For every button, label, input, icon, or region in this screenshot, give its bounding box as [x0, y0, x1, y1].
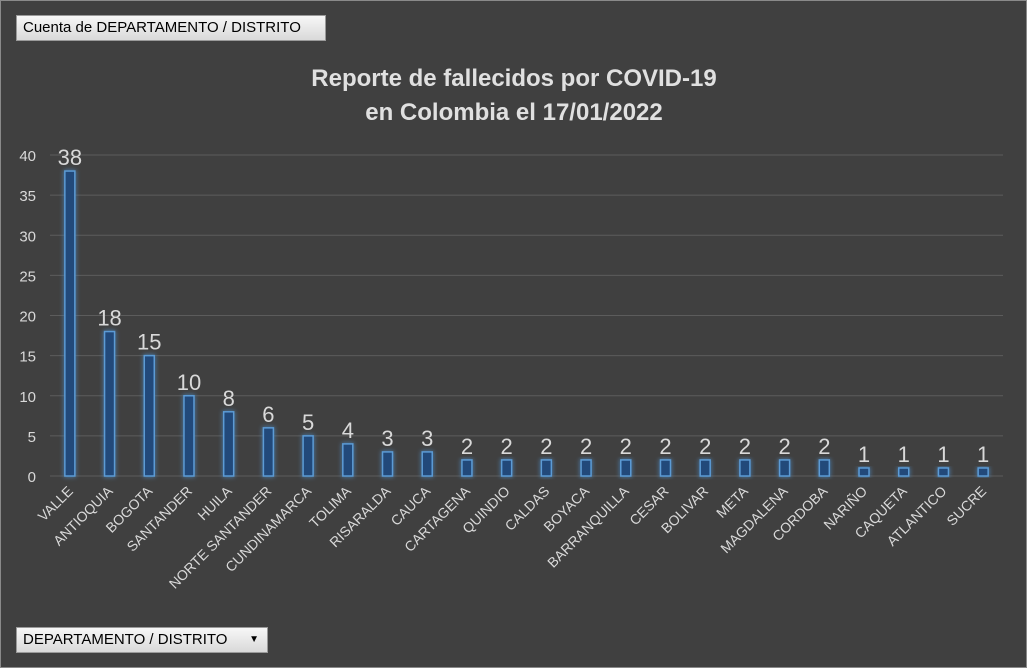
data-label: 2	[778, 434, 790, 459]
chart-title: Reporte de fallecidos por COVID-19	[311, 65, 716, 92]
bar[interactable]	[103, 330, 116, 477]
gridlines	[50, 154, 1003, 477]
data-label: 2	[540, 434, 552, 459]
dropdown-arrow-icon[interactable]: ▼	[249, 634, 259, 645]
data-label: 1	[858, 442, 870, 467]
data-label: 38	[58, 145, 82, 170]
data-label: 1	[977, 442, 989, 467]
bar[interactable]	[858, 467, 870, 477]
bar[interactable]	[183, 395, 195, 477]
data-label: 2	[659, 434, 671, 459]
data-label: 1	[937, 442, 949, 467]
y-axis-ticks: 0 5 10 15 20 25 30 35 40	[19, 148, 36, 486]
bar[interactable]	[222, 411, 235, 477]
data-label: 2	[699, 434, 711, 459]
bar[interactable]	[739, 459, 751, 477]
y-tick-label: 15	[19, 349, 36, 366]
value-field-label: Cuenta de DEPARTAMENTO / DISTRITO	[23, 19, 301, 36]
bar[interactable]	[699, 459, 711, 477]
data-label: 2	[818, 434, 830, 459]
bar[interactable]	[977, 467, 989, 477]
bar[interactable]	[461, 459, 473, 477]
y-tick-label: 30	[19, 228, 36, 245]
bar[interactable]	[262, 427, 275, 477]
bar[interactable]	[818, 459, 831, 477]
data-label: 15	[137, 330, 161, 355]
bar[interactable]	[421, 451, 433, 477]
x-tick-label: META	[713, 482, 752, 521]
y-tick-label: 25	[19, 268, 36, 285]
data-label: 5	[302, 410, 314, 435]
data-label: 2	[501, 434, 513, 459]
chart-subtitle: en Colombia el 17/01/2022	[365, 99, 662, 126]
data-label: 2	[739, 434, 751, 459]
x-tick-label: SUCRE	[943, 483, 989, 529]
bar[interactable]	[143, 354, 156, 477]
bar[interactable]	[659, 459, 672, 477]
bar[interactable]	[778, 459, 791, 477]
axis-field-button[interactable]: DEPARTAMENTO / DISTRITO ▼	[16, 627, 268, 653]
bar[interactable]	[342, 443, 354, 477]
bar[interactable]	[897, 467, 910, 477]
data-label: 2	[620, 434, 632, 459]
y-tick-label: 35	[19, 188, 36, 205]
bar[interactable]	[381, 451, 394, 477]
bar[interactable]	[500, 459, 513, 477]
data-label: 3	[421, 426, 433, 451]
bar[interactable]	[64, 170, 76, 477]
data-label: 3	[381, 426, 393, 451]
bars	[64, 170, 989, 477]
data-label: 8	[223, 386, 235, 411]
axis-field-label: DEPARTAMENTO / DISTRITO	[23, 631, 228, 648]
y-tick-label: 5	[28, 429, 36, 446]
bar[interactable]	[302, 435, 314, 477]
data-label: 2	[580, 434, 592, 459]
y-tick-label: 40	[19, 148, 36, 165]
data-label: 2	[461, 434, 473, 459]
data-label: 1	[898, 442, 910, 467]
bar[interactable]	[620, 459, 632, 477]
bar[interactable]	[937, 467, 950, 477]
data-labels: 38 18 15 10 8 6 5 4 3 3 2 2 2 2 2 2 2 2 2 2 1 1 1 1	[58, 145, 990, 467]
data-label: 18	[97, 306, 121, 331]
bar[interactable]	[540, 459, 553, 477]
y-tick-label: 20	[19, 309, 36, 326]
y-tick-label: 10	[19, 389, 36, 406]
y-tick-label: 0	[28, 469, 36, 486]
bar[interactable]	[580, 459, 592, 477]
data-label: 4	[342, 418, 354, 443]
value-field-button[interactable]: Cuenta de DEPARTAMENTO / DISTRITO	[16, 15, 326, 41]
data-label: 6	[262, 402, 274, 427]
data-label: 10	[177, 370, 201, 395]
